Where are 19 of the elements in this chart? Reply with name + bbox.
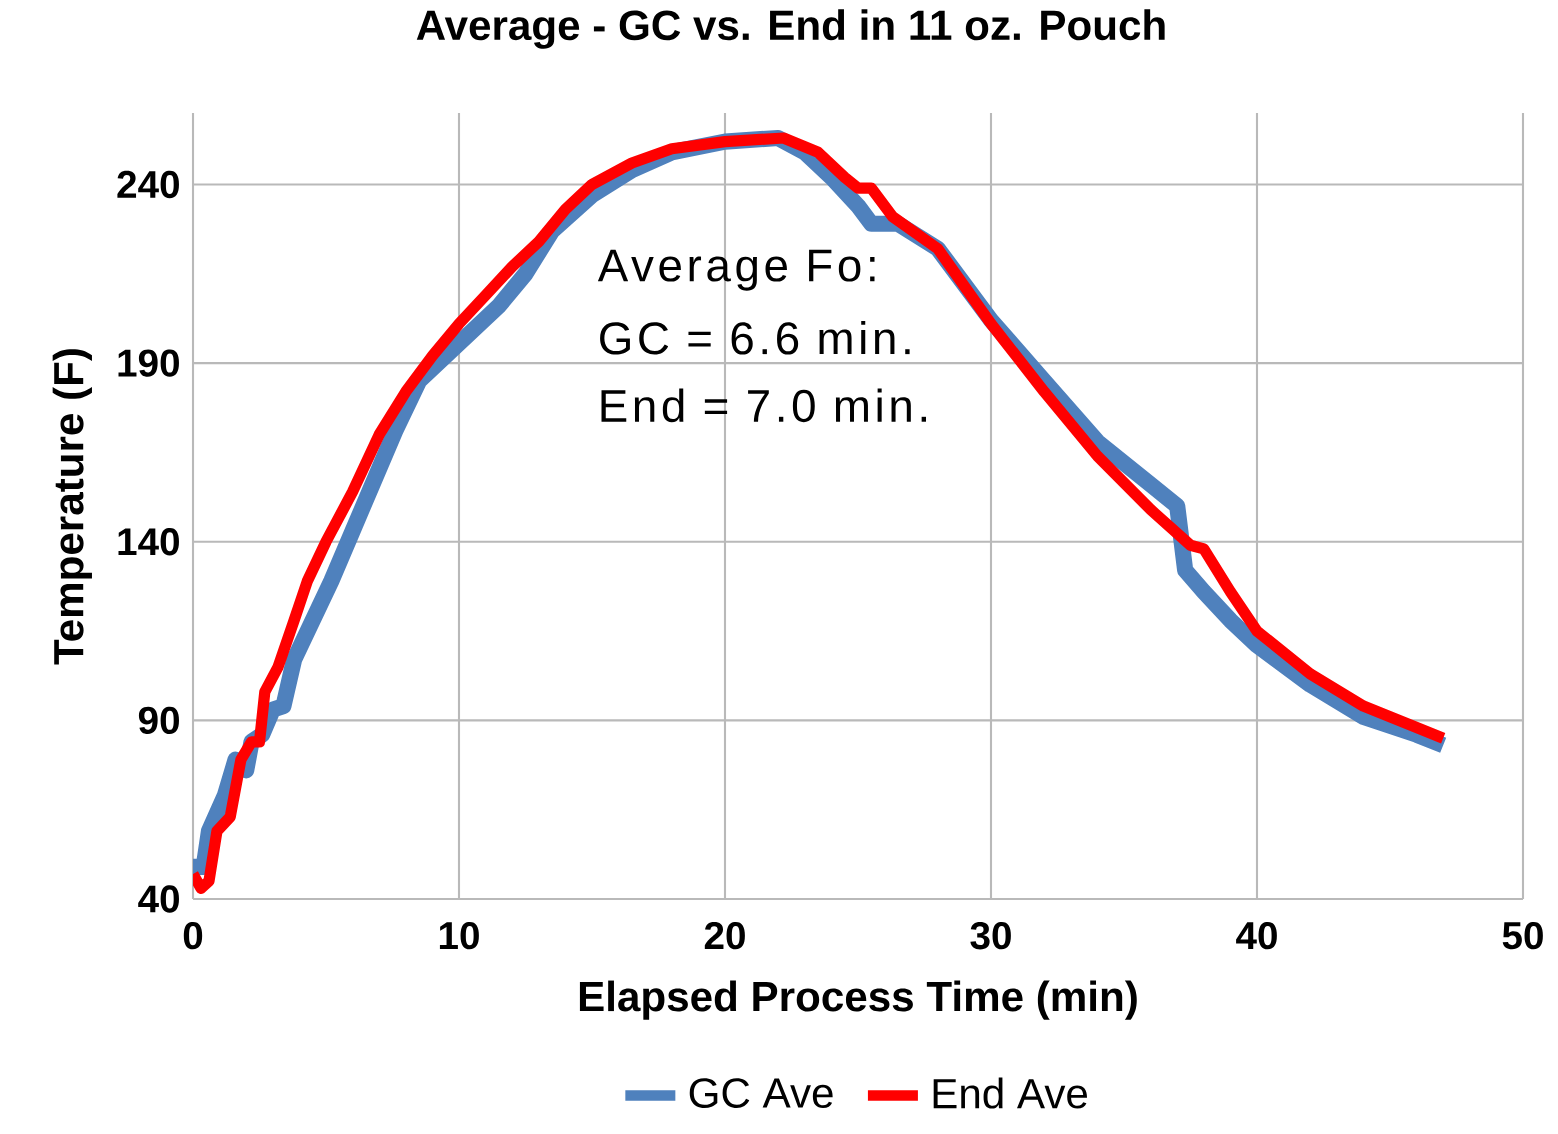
x-tick-label: 50 [1502,921,1543,950]
y-tick-label: 140 [118,528,179,556]
chart-title: Average - GC vs. End in 11 oz. Pouch [416,9,1165,49]
x-axis-title: Elapsed Process Time (min) [579,980,1137,1020]
legend-label: End Ave [933,1077,1087,1109]
x-tick-label: 40 [1236,921,1277,950]
x-tick-label: 30 [970,921,1011,950]
y-tick-label: 90 [138,706,179,735]
y-tick-label: 240 [117,170,179,199]
y-tick-label: 190 [118,349,179,377]
x-tick-label: 10 [439,921,479,950]
legend-label: GC Ave [689,1078,833,1108]
y-axis-title: Temperature (F) [52,349,92,665]
y-tick-label: 40 [138,885,179,913]
x-tick-label: 20 [704,921,745,950]
annotation: End = 7.0 min. [601,388,926,423]
annotation: GC = 6.6 min. [600,320,910,355]
annotation: Average Fo: [597,249,875,291]
x-tick-label: 0 [183,921,203,950]
